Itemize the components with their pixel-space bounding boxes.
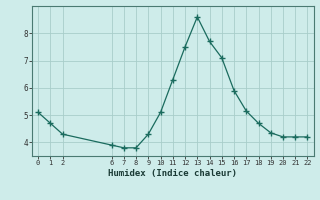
X-axis label: Humidex (Indice chaleur): Humidex (Indice chaleur) (108, 169, 237, 178)
